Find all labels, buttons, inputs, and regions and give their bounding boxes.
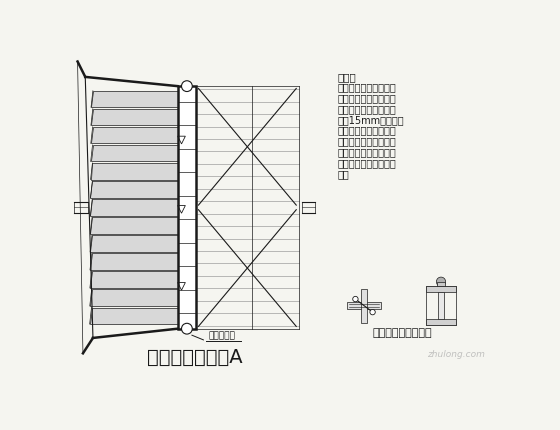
Polygon shape [90,236,178,252]
Text: 理，处理深度根据现场: 理，处理深度根据现场 [337,93,396,103]
Bar [178,87,196,329]
Text: 实。禁止在便桥上进行: 实。禁止在便桥上进行 [337,136,396,146]
Polygon shape [91,146,178,162]
Bar [438,292,444,320]
Polygon shape [90,290,178,306]
Bar [361,289,367,323]
Polygon shape [91,181,178,198]
Polygon shape [90,254,178,270]
Polygon shape [90,272,178,288]
Text: 桥台平面大样－A: 桥台平面大样－A [147,347,242,366]
Polygon shape [91,110,178,126]
Text: 桥时慢速行驶，禁止急: 桥时慢速行驶，禁止急 [337,158,396,168]
Text: 吊装作业。车辆经过便: 吊装作业。车辆经过便 [337,147,396,157]
Polygon shape [90,308,178,324]
Bar [437,282,445,287]
Bar [426,287,456,292]
Bar [426,320,456,325]
Circle shape [436,277,446,287]
Circle shape [370,310,375,315]
Polygon shape [91,92,178,108]
Text: 的土质情况而定。枕木: 的土质情况而定。枕木 [337,104,396,114]
Circle shape [181,82,192,92]
Polygon shape [90,218,178,234]
Text: zhulong.com: zhulong.com [427,349,486,358]
Text: 刹。: 刹。 [337,169,349,178]
Bar [426,287,456,325]
Circle shape [181,323,192,334]
Polygon shape [91,128,178,144]
Text: 桥台下行车道下灰土处: 桥台下行车道下灰土处 [337,82,396,92]
Text: 桥面工字钢连接大样: 桥面工字钢连接大样 [373,327,432,338]
Text: 上盖15mm钢板，外: 上盖15mm钢板，外 [337,114,404,125]
Polygon shape [91,164,178,180]
Polygon shape [90,200,178,216]
Circle shape [353,297,358,302]
Text: 警告标示牌: 警告标示牌 [208,331,235,340]
Text: 侧枕木两边需用灰土填: 侧枕木两边需用灰土填 [337,126,396,135]
Text: 备注：: 备注： [337,71,356,82]
Bar [347,302,381,309]
